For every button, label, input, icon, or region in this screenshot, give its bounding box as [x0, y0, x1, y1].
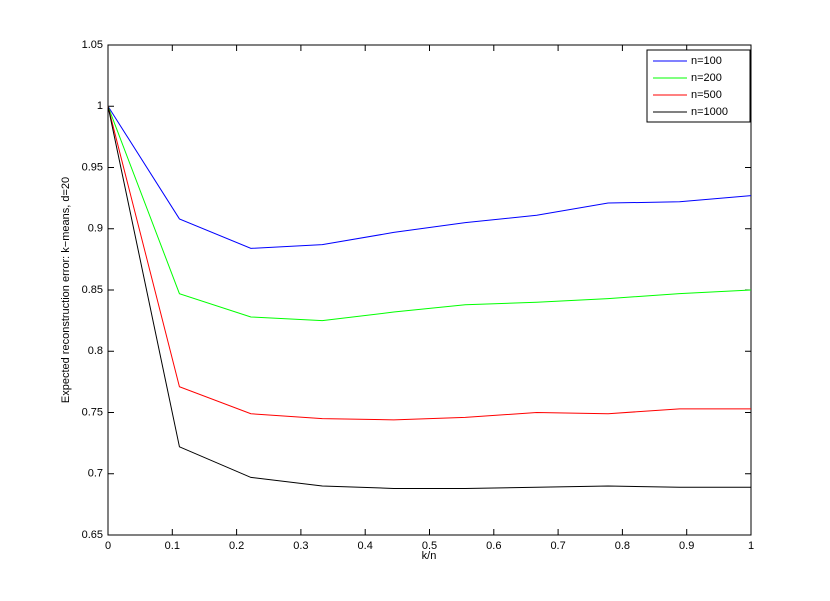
- x-tick-label: 0: [105, 540, 111, 552]
- x-tick-label: 0.1: [165, 540, 180, 552]
- x-tick-label: 0.5: [422, 540, 437, 552]
- legend-label: n=200: [691, 72, 722, 84]
- y-tick-label: 0.9: [88, 223, 103, 235]
- x-tick-label: 0.7: [550, 540, 565, 552]
- x-tick-label: 0.9: [679, 540, 694, 552]
- y-tick-label: 0.65: [82, 529, 103, 541]
- x-tick-label: 0.8: [615, 540, 630, 552]
- legend-label: n=100: [691, 55, 722, 67]
- line-series: [107, 106, 751, 489]
- y-axis-label: Expected reconstruction error: k−means, …: [60, 177, 72, 403]
- legend-box: [646, 49, 751, 123]
- y-tick-label: 1: [97, 100, 103, 112]
- x-tick-label: 0.6: [486, 540, 501, 552]
- y-tick-label: 0.75: [82, 406, 103, 418]
- line-series: [107, 106, 751, 421]
- legend-label: n=1000: [691, 106, 728, 118]
- y-tick-label: 1.05: [82, 39, 103, 51]
- y-tick-label: 0.8: [88, 345, 103, 357]
- legend-label: n=500: [691, 89, 722, 101]
- x-tick-label: 0.3: [293, 540, 308, 552]
- x-tick-label: 0.4: [358, 540, 373, 552]
- y-tick-label: 0.95: [82, 161, 103, 173]
- x-tick-label: 1: [748, 540, 754, 552]
- line-series: [107, 105, 752, 249]
- line-series: [107, 106, 752, 322]
- axes-box: [107, 44, 752, 536]
- x-axis-label: k/n: [422, 550, 437, 562]
- x-tick-label: 0.2: [229, 540, 244, 552]
- y-tick-label: 0.7: [88, 468, 103, 480]
- y-tick-label: 0.85: [82, 284, 103, 296]
